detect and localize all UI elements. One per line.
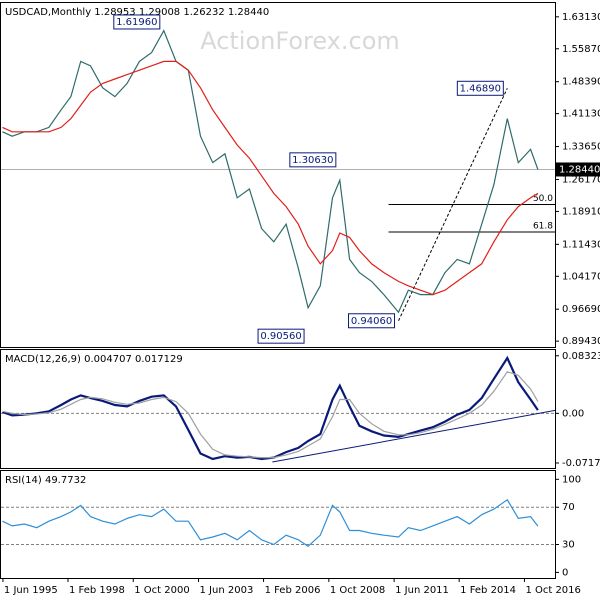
y-tick-label: 1.04170	[562, 271, 600, 282]
fib-label: 50.0	[533, 194, 553, 204]
y-tick-label: 1.33650	[562, 142, 600, 153]
x-tick-label: 1 Feb 2014	[460, 585, 516, 596]
y-tick-label: 1.48390	[562, 77, 600, 88]
y-tick-label: -0.071750	[562, 458, 600, 469]
panel-frame	[0, 2, 556, 348]
y-tick-label: 1.55870	[562, 44, 600, 55]
annotation-box	[348, 313, 396, 329]
x-tick-label: 1 Feb 2006	[265, 585, 321, 596]
annotation-box	[289, 152, 337, 168]
annotation-label: 1.30630	[292, 155, 333, 166]
y-tick-label: 0.083235	[562, 351, 600, 362]
x-tick-label: 1 Oct 2008	[330, 585, 385, 596]
y-tick-label: 0	[562, 567, 568, 578]
series-line	[2, 498, 539, 548]
fib-label: 61.8	[533, 221, 553, 231]
y-tick-label: 30	[562, 539, 575, 550]
x-tick-label: 1 Feb 1998	[69, 585, 125, 596]
y-tick-label: 100	[562, 474, 581, 485]
series-line	[2, 371, 539, 459]
y-tick-label: 0.89430	[562, 336, 600, 347]
series-line	[2, 60, 539, 296]
annotation-label: 0.90560	[260, 331, 301, 342]
annotation-label: 1.61960	[116, 17, 157, 28]
x-tick-label: 1 Jun 2003	[200, 585, 254, 596]
series-line	[2, 29, 539, 314]
annotation-label: 0.94060	[351, 316, 392, 327]
annotation-label: 1.46890	[460, 83, 501, 94]
last-price-label: 1.28440	[559, 164, 600, 175]
y-tick-label: 1.26170	[562, 174, 600, 185]
watermark: ActionForex.com	[200, 27, 400, 55]
panel-frame	[0, 349, 556, 469]
y-tick-label: 70	[562, 502, 575, 513]
annotation-box	[257, 328, 305, 344]
x-tick-label: 1 Jun 1995	[4, 585, 58, 596]
annotation-box	[456, 80, 504, 96]
panel-title: USDCAD,Monthly 1.28953 1.29008 1.26232 1…	[5, 7, 269, 18]
y-tick-label: 1.41130	[562, 109, 600, 120]
panel-title: MACD(12,26,9) 0.004707 0.017129	[5, 354, 183, 365]
y-tick-label: 0.00	[562, 408, 584, 419]
x-tick-label: 1 Oct 2000	[134, 585, 189, 596]
y-tick-label: 1.63130	[562, 12, 600, 23]
panel-title: RSI(14) 49.7732	[5, 475, 86, 486]
macd-trendline	[272, 409, 556, 463]
y-tick-label: 0.96690	[562, 304, 600, 315]
fib-trend	[398, 88, 508, 321]
x-tick-label: 1 Jun 2011	[395, 585, 449, 596]
y-tick-label: 1.11430	[562, 239, 600, 250]
panel-frame	[0, 470, 556, 579]
x-tick-label: 1 Oct 2016	[525, 585, 580, 596]
series-line	[2, 355, 539, 461]
y-tick-label: 1.18910	[562, 206, 600, 217]
last-price-box	[556, 162, 600, 177]
annotation-box	[113, 14, 161, 30]
